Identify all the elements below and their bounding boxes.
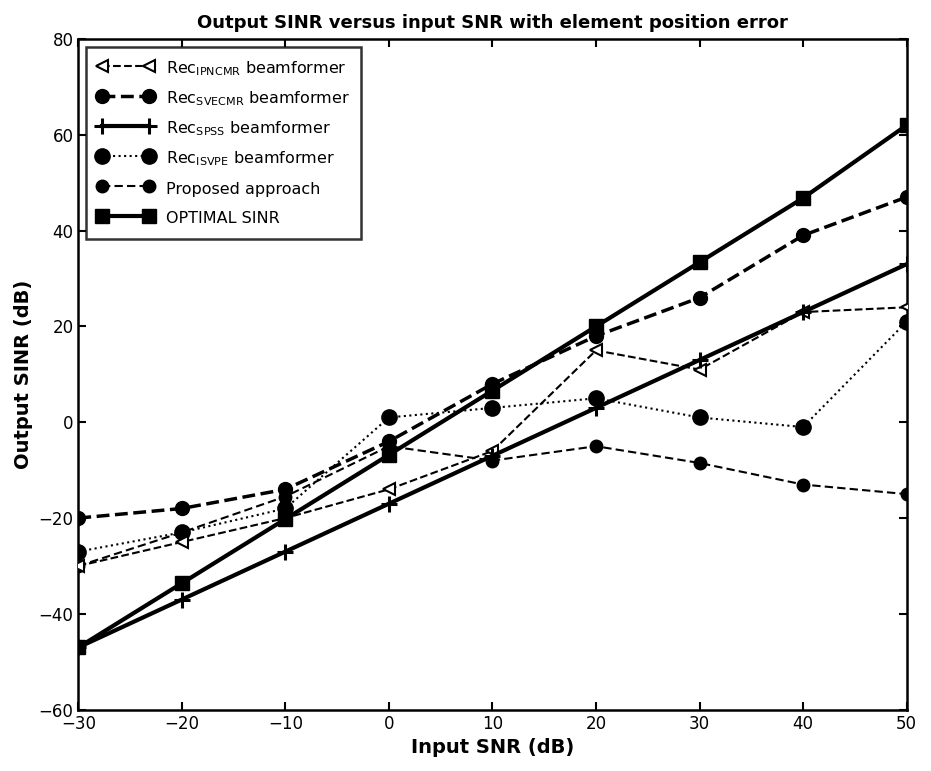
Title: Output SINR versus input SNR with element position error: Output SINR versus input SNR with elemen…: [197, 14, 788, 32]
X-axis label: Input SNR (dB): Input SNR (dB): [411, 738, 574, 757]
Y-axis label: Output SINR (dB): Output SINR (dB): [14, 280, 33, 469]
Legend: $\mathrm{Rec}_\mathrm{IPNCMR}$ beamformer, $\mathrm{Rec}_\mathrm{SVECMR}$ beamfo: $\mathrm{Rec}_\mathrm{IPNCMR}$ beamforme…: [87, 47, 361, 239]
